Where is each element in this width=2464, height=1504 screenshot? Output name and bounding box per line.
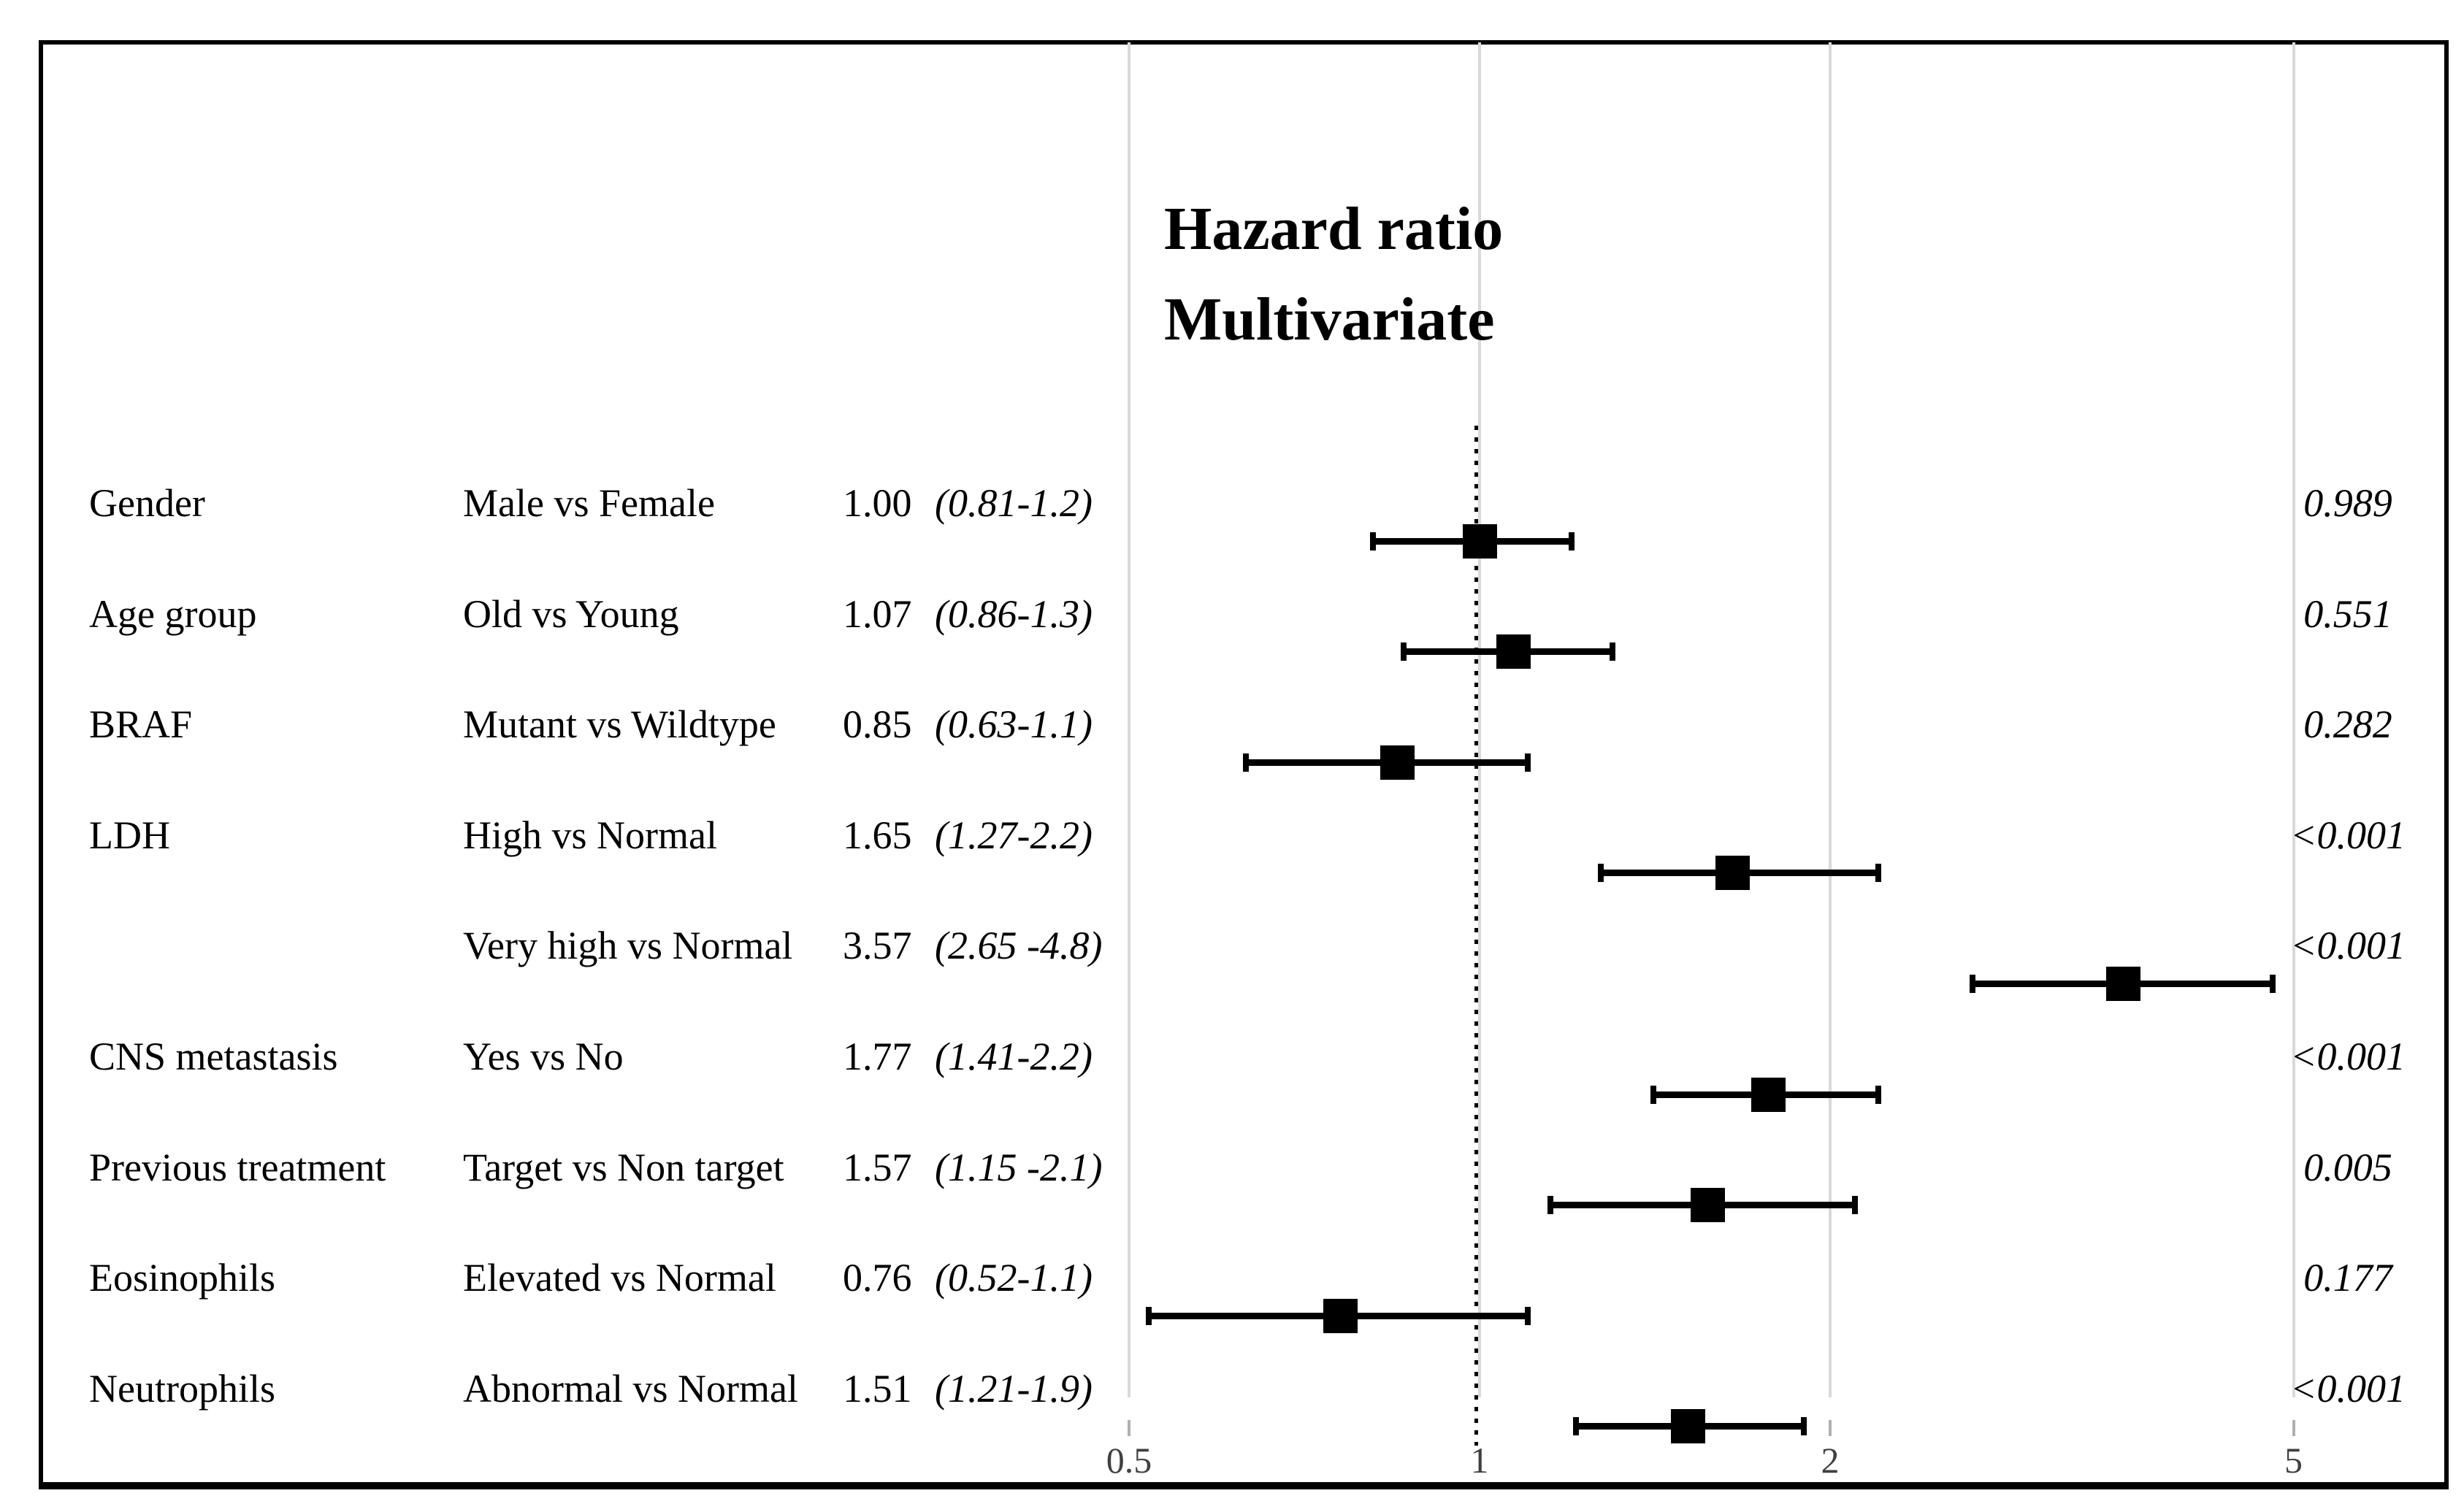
ci-cap-left bbox=[1547, 1196, 1553, 1215]
row-comparison: Abnormal vs Normal bbox=[463, 1366, 798, 1411]
row-hr-value: 1.07 bbox=[843, 591, 912, 636]
row-ci-label: (2.65 -4.8) bbox=[935, 924, 1103, 968]
forest-marker bbox=[1323, 1298, 1358, 1333]
row-p-value: 0.177 bbox=[2303, 1256, 2392, 1300]
row-comparison: Yes vs No bbox=[463, 1035, 624, 1078]
ci-cap-left bbox=[1573, 1417, 1579, 1436]
row-ci-label: (1.41-2.2) bbox=[935, 1035, 1093, 1078]
row-variable: Previous treatment bbox=[89, 1145, 386, 1189]
row-ci-label: (0.52-1.1) bbox=[935, 1256, 1093, 1300]
row-ci-label: (1.21-1.9) bbox=[935, 1366, 1093, 1411]
forest-marker bbox=[1380, 745, 1415, 780]
axis-tick-2 bbox=[1829, 1420, 1832, 1436]
ci-cap-right bbox=[1525, 753, 1531, 772]
row-hr-value: 0.76 bbox=[843, 1256, 912, 1300]
axis-tick-label-2: 2 bbox=[1821, 1440, 1840, 1481]
row-p-value: 0.551 bbox=[2303, 591, 2392, 636]
ci-cap-right bbox=[1801, 1417, 1807, 1436]
ci-cap-left bbox=[1969, 974, 1975, 993]
row-hr-value: 1.77 bbox=[843, 1035, 912, 1078]
ci-cap-right bbox=[1525, 1306, 1531, 1325]
row-comparison: Elevated vs Normal bbox=[463, 1256, 776, 1300]
row-p-value: <0.001 bbox=[2290, 813, 2406, 857]
row-p-value: 0.282 bbox=[2303, 702, 2392, 747]
row-variable: BRAF bbox=[89, 702, 193, 747]
row-comparison: Very high vs Normal bbox=[463, 924, 793, 968]
ci-cap-left bbox=[1243, 753, 1250, 772]
reference-line bbox=[1474, 426, 1478, 1446]
row-hr-value: 1.00 bbox=[843, 481, 912, 525]
row-p-value: 0.005 bbox=[2303, 1145, 2392, 1189]
forest-marker bbox=[1690, 1188, 1725, 1223]
axis-tick-label-5: 5 bbox=[2284, 1440, 2303, 1481]
row-variable: LDH bbox=[89, 813, 170, 857]
row-ci-label: (0.63-1.1) bbox=[935, 702, 1093, 747]
row-variable: Age group bbox=[89, 591, 257, 636]
axis-tick-label-0.5: 0.5 bbox=[1106, 1440, 1152, 1481]
row-comparison: High vs Normal bbox=[463, 813, 717, 857]
figure-border bbox=[39, 40, 2449, 1489]
gridline-x-0.5 bbox=[1128, 42, 1130, 1397]
chart-title-line1: Hazard ratio bbox=[1164, 195, 1504, 263]
row-ci-label: (0.86-1.3) bbox=[935, 591, 1093, 636]
row-p-value: <0.001 bbox=[2290, 1035, 2406, 1078]
ci-cap-left bbox=[1146, 1306, 1152, 1325]
ci-cap-right bbox=[1875, 864, 1881, 883]
row-hr-value: 1.65 bbox=[843, 813, 912, 857]
row-variable: Neutrophils bbox=[89, 1366, 275, 1411]
row-comparison: Target vs Non target bbox=[463, 1145, 784, 1189]
row-ci-label: (1.27-2.2) bbox=[935, 813, 1093, 857]
row-comparison: Old vs Young bbox=[463, 591, 679, 636]
ci-cap-right bbox=[1875, 1085, 1881, 1104]
chart-title-line2: Multivariate bbox=[1164, 285, 1495, 353]
row-hr-value: 1.57 bbox=[843, 1145, 912, 1189]
forest-marker bbox=[1751, 1077, 1786, 1112]
forest-marker bbox=[1670, 1409, 1705, 1444]
row-hr-value: 1.51 bbox=[843, 1366, 912, 1411]
forest-marker bbox=[1462, 523, 1497, 559]
ci-cap-right bbox=[1569, 532, 1575, 550]
axis-tick-0.5 bbox=[1128, 1420, 1130, 1436]
row-hr-value: 3.57 bbox=[843, 924, 912, 968]
gridline-x-2 bbox=[1829, 42, 1832, 1397]
chart-title: Hazard ratio Multivariate bbox=[1164, 184, 1503, 365]
forest-marker bbox=[1715, 856, 1751, 891]
ci-cap-left bbox=[1597, 864, 1604, 883]
axis-tick-5 bbox=[2292, 1420, 2295, 1436]
row-ci-label: (1.15 -2.1) bbox=[935, 1145, 1103, 1189]
row-variable: Gender bbox=[89, 481, 205, 525]
ci-cap-right bbox=[1609, 642, 1615, 661]
row-hr-value: 0.85 bbox=[843, 702, 912, 747]
ci-cap-right bbox=[2270, 974, 2276, 993]
forest-marker bbox=[1496, 634, 1531, 669]
forest-marker bbox=[2105, 966, 2140, 1001]
row-p-value: <0.001 bbox=[2290, 1366, 2406, 1411]
axis-tick-label-1: 1 bbox=[1470, 1440, 1489, 1481]
gridline-x-1 bbox=[1478, 42, 1481, 1397]
ci-cap-right bbox=[1851, 1196, 1858, 1215]
row-comparison: Mutant vs Wildtype bbox=[463, 702, 776, 747]
gridline-x-5 bbox=[2292, 42, 2295, 1397]
row-ci-label: (0.81-1.2) bbox=[935, 481, 1093, 525]
row-p-value: <0.001 bbox=[2290, 924, 2406, 968]
ci-cap-left bbox=[1650, 1085, 1656, 1104]
row-variable: Eosinophils bbox=[89, 1256, 276, 1300]
ci-cap-left bbox=[1400, 642, 1407, 661]
row-variable: CNS metastasis bbox=[89, 1035, 338, 1078]
ci-cap-left bbox=[1370, 532, 1377, 550]
row-comparison: Male vs Female bbox=[463, 481, 715, 525]
row-p-value: 0.989 bbox=[2303, 481, 2392, 525]
